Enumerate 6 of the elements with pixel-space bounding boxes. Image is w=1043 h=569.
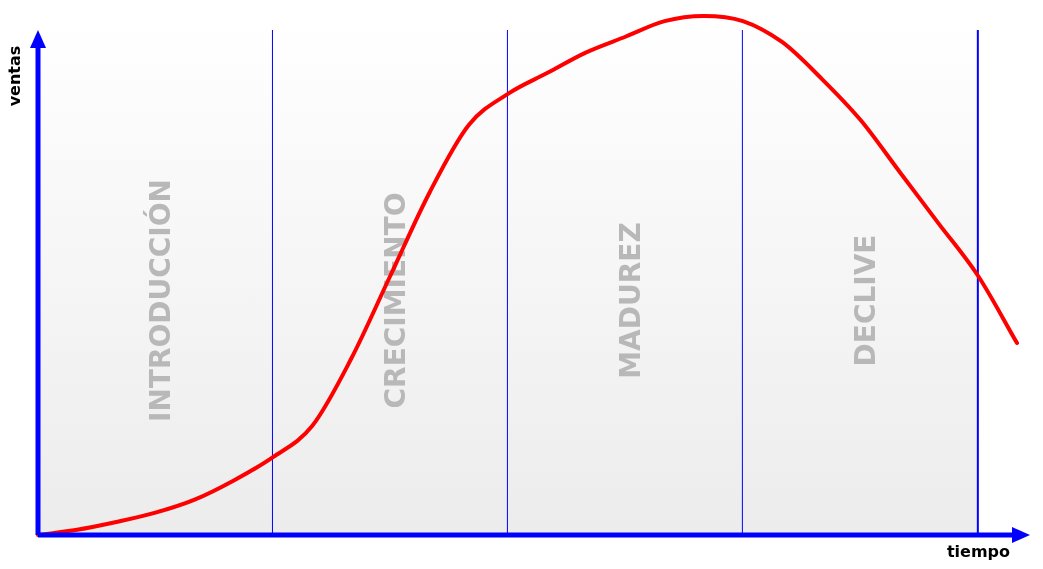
annotation: INTRODUCCIÓN	[142, 178, 177, 423]
x-axis-title: tiempo	[946, 542, 1010, 562]
annotation: CRECIMIENTO	[378, 192, 412, 409]
annotation: DECLIVE	[848, 234, 882, 367]
y-axis-title: ventas	[5, 45, 25, 107]
annotation: MADUREZ	[613, 222, 647, 379]
